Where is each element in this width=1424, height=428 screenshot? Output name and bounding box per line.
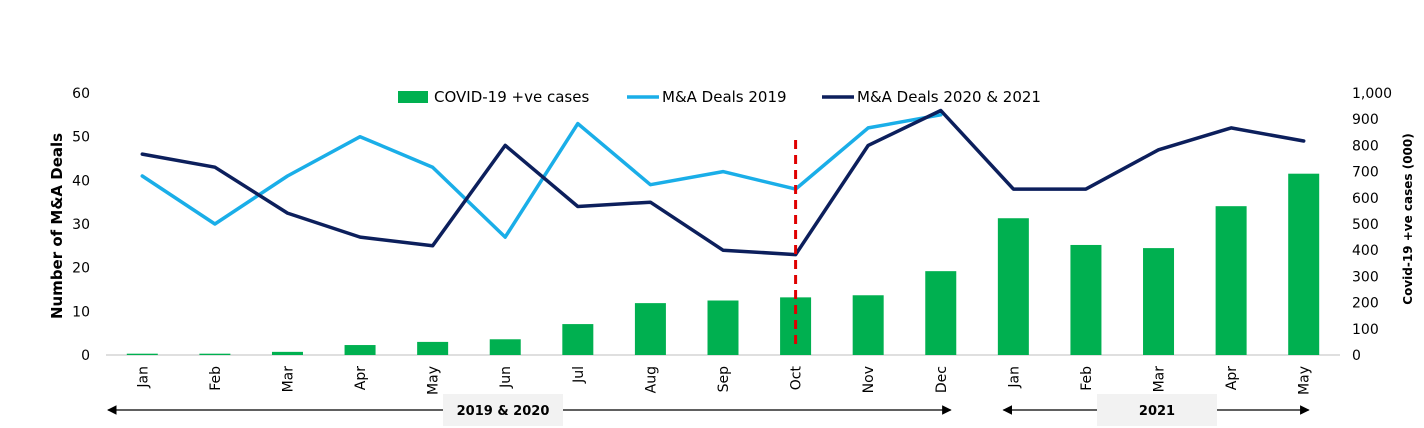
bar bbox=[126, 353, 158, 355]
x-tick-label: Jan bbox=[135, 366, 151, 389]
y-axis-title: Number of M&A Deals bbox=[48, 133, 66, 319]
bar bbox=[707, 300, 739, 355]
y-tick-label: 50 bbox=[72, 130, 90, 146]
x-tick-label: Mar bbox=[1152, 366, 1168, 393]
right-axis: 0 100 200 300 400 500 600 700 800 900 1,000 bbox=[1352, 86, 1392, 364]
bar bbox=[1143, 248, 1175, 355]
bar bbox=[344, 345, 376, 355]
legend-label: M&A Deals 2019 bbox=[662, 88, 787, 106]
bar bbox=[852, 295, 884, 355]
left-axis: 0 10 20 30 40 50 60 bbox=[72, 86, 90, 364]
x-tick-label: Jun bbox=[498, 366, 514, 389]
period-label: 2021 bbox=[1139, 404, 1175, 419]
x-tick-label: Jul bbox=[571, 366, 587, 384]
legend-label: COVID-19 +ve cases bbox=[434, 88, 589, 106]
period-label: 2019 & 2020 bbox=[457, 404, 550, 419]
bar bbox=[271, 351, 303, 355]
y-tick-label: 40 bbox=[72, 173, 90, 189]
x-tick-label: Feb bbox=[1079, 366, 1095, 391]
bar bbox=[417, 341, 449, 355]
x-tick-label: Dec bbox=[934, 366, 950, 393]
x-tick-label: Apr bbox=[353, 366, 369, 390]
line-m-a-deals-2019 bbox=[140, 113, 943, 239]
bar bbox=[1288, 173, 1320, 355]
line-series bbox=[140, 108, 1306, 257]
x-tick-label: Nov bbox=[861, 366, 877, 393]
y-tick-label: 20 bbox=[72, 261, 90, 277]
bar-series bbox=[126, 173, 1320, 355]
x-tick-label: Oct bbox=[789, 366, 805, 391]
x-tick-label: Feb bbox=[208, 366, 224, 391]
y2-tick-label: 100 bbox=[1352, 322, 1379, 338]
y2-tick-label: 1,000 bbox=[1352, 86, 1392, 102]
y2-tick-label: 400 bbox=[1352, 243, 1379, 259]
y2-tick-label: 300 bbox=[1352, 269, 1379, 285]
y2-axis-title: Covid-19 +ve cases (000) bbox=[1401, 133, 1415, 304]
y2-tick-label: 500 bbox=[1352, 217, 1379, 233]
y2-tick-label: 200 bbox=[1352, 296, 1379, 312]
x-tick-label: May bbox=[1297, 366, 1313, 395]
x-tick-label: Aug bbox=[643, 366, 659, 393]
x-tick-label: Mar bbox=[280, 366, 296, 393]
bar bbox=[562, 324, 594, 355]
y-tick-label: 10 bbox=[72, 304, 90, 320]
x-tick-label: May bbox=[426, 366, 442, 395]
legend-label: M&A Deals 2020 & 2021 bbox=[857, 88, 1041, 106]
y2-tick-label: 600 bbox=[1352, 191, 1379, 207]
bar bbox=[997, 218, 1029, 355]
x-axis-ticks: Jan Feb Mar Apr May Jun Jul Aug Sep Oct Nov Dec Jan F… bbox=[135, 366, 1312, 395]
y-tick-label: 0 bbox=[81, 348, 90, 364]
y-tick-label: 30 bbox=[72, 217, 90, 233]
line-m-a-deals-2020-2021 bbox=[140, 108, 1306, 257]
period-label-box bbox=[443, 394, 563, 426]
bar bbox=[199, 353, 231, 355]
y2-tick-label: 800 bbox=[1352, 138, 1379, 154]
y2-tick-label: 900 bbox=[1352, 112, 1379, 128]
bar bbox=[489, 339, 521, 355]
period-label-box bbox=[1097, 394, 1217, 426]
x-tick-label: Sep bbox=[716, 366, 732, 393]
x-tick-label: Apr bbox=[1224, 366, 1240, 390]
bar bbox=[925, 271, 957, 355]
x-tick-label: Jan bbox=[1006, 366, 1022, 389]
period-arrows: 2019 & 2020 2021 bbox=[107, 394, 1310, 426]
bar bbox=[634, 303, 666, 355]
legend-swatch-bars bbox=[398, 91, 428, 103]
legend: COVID-19 +ve cases M&A Deals 2019 M&A Deal… bbox=[398, 88, 1041, 106]
bar bbox=[1070, 244, 1102, 355]
y2-tick-label: 700 bbox=[1352, 165, 1379, 181]
bar bbox=[1215, 206, 1247, 355]
y2-tick-label: 0 bbox=[1352, 348, 1361, 364]
y-tick-label: 60 bbox=[72, 86, 90, 102]
